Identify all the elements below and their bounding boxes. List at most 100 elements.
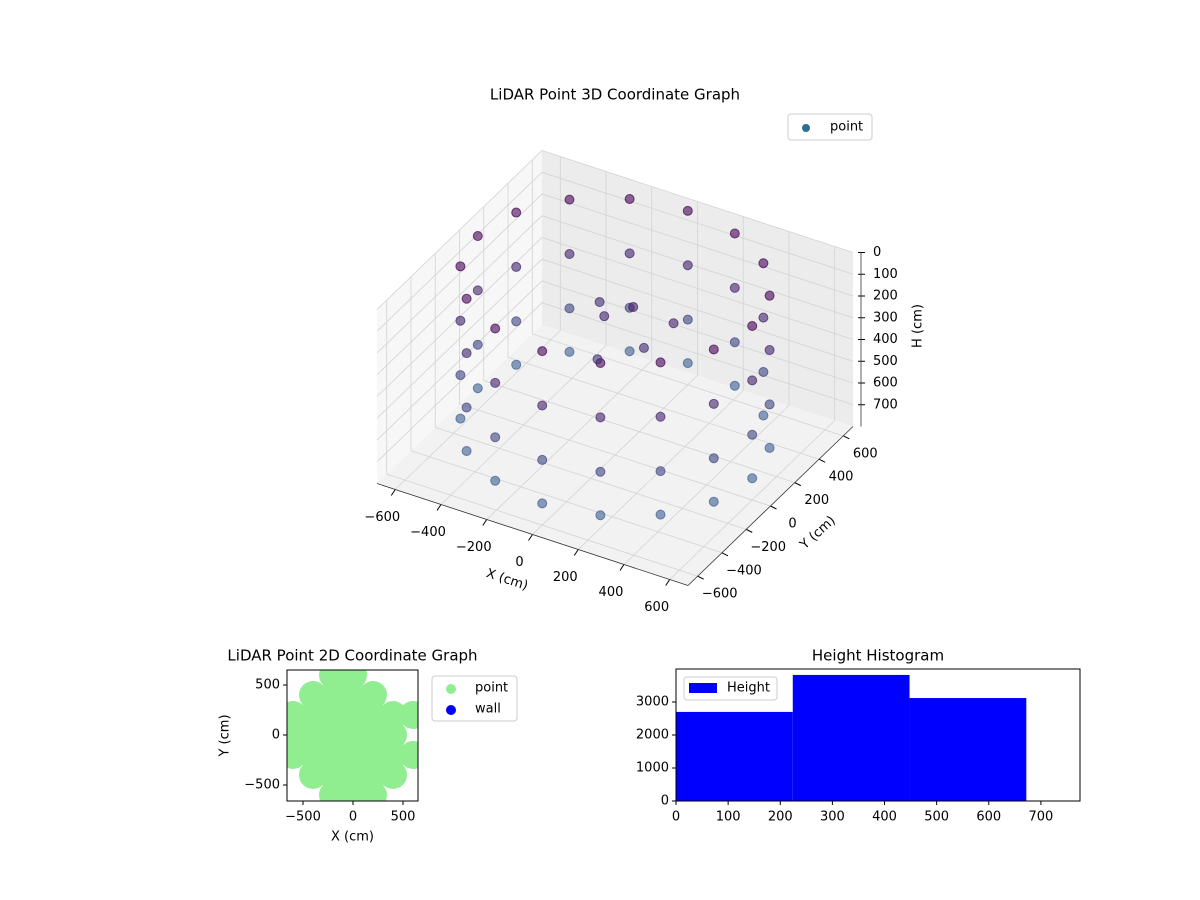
- point: [399, 741, 418, 769]
- point: [379, 701, 407, 729]
- point: [758, 312, 769, 323]
- legend-label: wall: [475, 702, 501, 717]
- point: [455, 315, 466, 326]
- point: [682, 314, 693, 325]
- point: [638, 342, 649, 353]
- y-tick: [818, 458, 826, 463]
- grid-line: [577, 216, 744, 550]
- grid-line: [483, 206, 795, 483]
- point: [319, 721, 347, 749]
- plot-area: [287, 670, 418, 801]
- point: [708, 453, 719, 464]
- point: [599, 311, 610, 322]
- bar: [909, 698, 1027, 801]
- point: [764, 345, 775, 356]
- y-tick-label: −200: [750, 540, 786, 555]
- point: [682, 358, 693, 369]
- point: [747, 473, 758, 484]
- point: [564, 303, 575, 314]
- grid-line: [376, 150, 854, 310]
- x-tick: [482, 519, 488, 526]
- point: [511, 207, 522, 218]
- x-tick-label: 0: [672, 810, 680, 825]
- z-tick-label: 700: [873, 397, 898, 412]
- y-tick-label: 1000: [636, 761, 669, 776]
- chart-title: LiDAR Point 2D Coordinate Graph: [227, 647, 477, 665]
- grid-line: [376, 280, 854, 441]
- z-tick-label: 500: [873, 354, 898, 369]
- grid-line: [376, 171, 854, 332]
- point: [472, 383, 483, 394]
- grid-line: [440, 171, 607, 505]
- y-tick: [843, 435, 850, 440]
- x-tick: [436, 504, 442, 511]
- x-tick: [390, 489, 396, 496]
- legend-label: Height: [727, 681, 770, 696]
- point: [564, 346, 575, 357]
- z-tick-label: 200: [873, 289, 898, 304]
- point: [359, 721, 387, 749]
- point: [379, 741, 407, 769]
- point: [537, 454, 548, 465]
- x-tick-label: 500: [924, 810, 949, 825]
- x-tick-label: 200: [768, 810, 793, 825]
- y-tick-label: 0: [788, 517, 796, 532]
- point: [472, 285, 483, 296]
- point: [511, 359, 522, 370]
- x-tick-label: −200: [456, 540, 492, 555]
- point: [537, 346, 548, 357]
- legend-marker: [446, 684, 456, 694]
- grid-line: [376, 215, 854, 376]
- point: [764, 399, 775, 410]
- x-tick-label: 400: [599, 585, 624, 600]
- legend-label: point: [475, 681, 508, 696]
- point: [490, 432, 501, 443]
- point: [461, 348, 472, 359]
- x-tick: [573, 549, 579, 556]
- legend-box: [787, 113, 873, 141]
- point: [624, 248, 635, 259]
- point: [592, 354, 603, 365]
- point: [747, 429, 758, 440]
- point: [511, 316, 522, 327]
- point: [399, 701, 418, 729]
- point: [461, 402, 472, 413]
- point: [682, 205, 693, 216]
- x-tick: [665, 579, 671, 586]
- point: [319, 761, 347, 789]
- grid-line: [410, 276, 723, 554]
- point: [339, 681, 367, 709]
- x-tick-label: 0: [349, 810, 357, 825]
- point: [708, 496, 719, 507]
- grid-line: [507, 183, 820, 460]
- bar: [792, 674, 910, 801]
- grid-line: [531, 159, 844, 437]
- point: [339, 761, 367, 789]
- point: [455, 261, 466, 272]
- point: [461, 446, 472, 457]
- legend-swatch: [689, 683, 717, 693]
- point: [758, 258, 769, 269]
- point: [564, 194, 575, 205]
- legend-marker: [802, 124, 810, 132]
- point: [729, 337, 740, 348]
- y-tick-label: −400: [726, 563, 762, 578]
- point: [319, 741, 347, 769]
- point: [472, 231, 483, 241]
- grid-line: [669, 246, 836, 580]
- grid-line: [486, 186, 653, 520]
- point: [359, 741, 387, 769]
- point: [339, 741, 367, 769]
- y-tick-label: 600: [853, 446, 878, 461]
- point: [595, 510, 606, 521]
- point: [472, 339, 483, 350]
- y-tick: [770, 505, 777, 510]
- point: [490, 475, 501, 486]
- y-axis-label: Y (cm): [218, 714, 233, 757]
- x-tick-label: 100: [716, 810, 741, 825]
- x-tick-label: 0: [515, 555, 523, 570]
- x-tick: [619, 564, 625, 571]
- y-tick-label: 400: [829, 470, 854, 485]
